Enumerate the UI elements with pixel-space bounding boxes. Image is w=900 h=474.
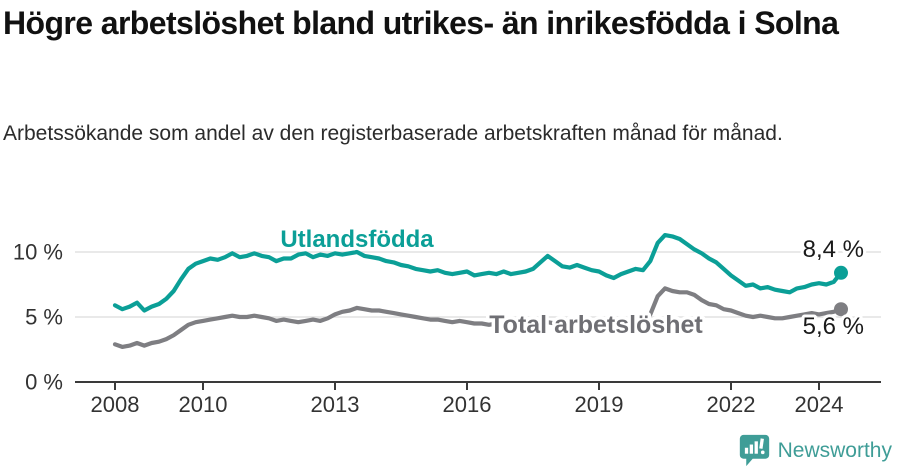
- y-tick-label-10: 10 %: [13, 240, 63, 265]
- x-tick-label-2016: 2016: [443, 392, 492, 417]
- newsworthy-wordmark: Newsworthy: [777, 438, 892, 462]
- x-tick-label-2008: 2008: [91, 392, 140, 417]
- series-end-dot-total: [834, 302, 849, 317]
- y-tick-label-0: 0 %: [25, 370, 63, 395]
- chart-subtitle: Arbetssökande som andel av den registerb…: [3, 122, 783, 145]
- series-label-total: Total arbetslöshet: [489, 311, 703, 339]
- y-tick-label-5: 5 %: [25, 305, 63, 330]
- newsworthy-logo-icon: [739, 434, 769, 467]
- series-label-utlandsfodda: Utlandsfödda: [280, 226, 434, 253]
- end-value-label-total: 5,6 %: [803, 313, 864, 340]
- x-tick-label-2010: 2010: [179, 392, 228, 417]
- series-line-utlandsfodda: [112, 233, 844, 313]
- footer-brand: Newsworthy: [738, 433, 892, 468]
- x-tick-label-2013: 2013: [311, 392, 360, 417]
- x-tick-label-2019: 2019: [575, 392, 624, 417]
- end-value-label-utlandsfodda: 8,4 %: [803, 236, 864, 263]
- series-line-total: [112, 286, 844, 349]
- x-tick-label-2022: 2022: [707, 392, 756, 417]
- series-end-dot-utlandsfodda: [834, 265, 849, 280]
- page-title: Högre arbetslöshet bland utrikes- än inr…: [3, 5, 839, 41]
- x-tick-label-2024: 2024: [795, 392, 844, 417]
